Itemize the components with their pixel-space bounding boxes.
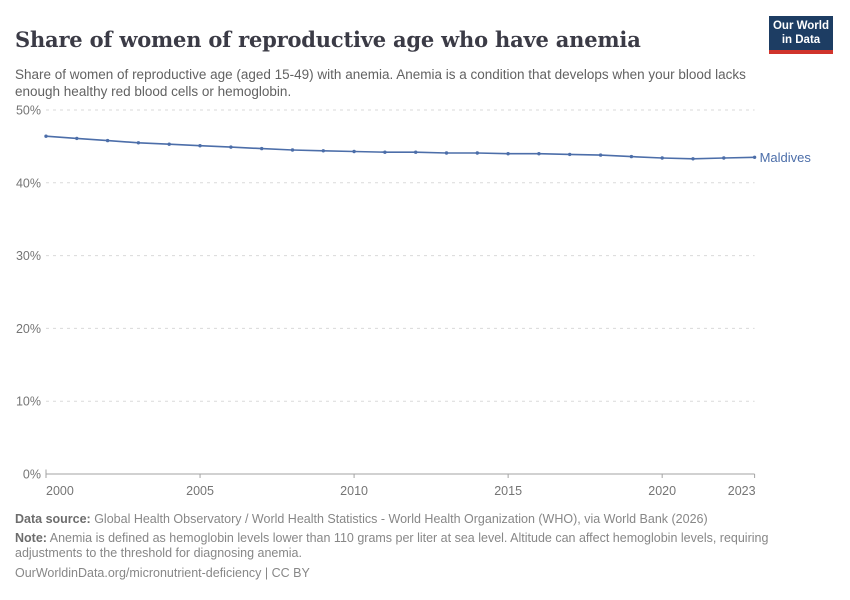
data-point — [383, 150, 387, 154]
data-point — [198, 144, 202, 148]
chart-subtitle: Share of women of reproductive age (aged… — [15, 66, 746, 99]
data-point — [290, 148, 295, 152]
data-point — [722, 156, 726, 160]
x-axis-tick-label: 2020 — [648, 484, 676, 498]
data-point — [321, 149, 325, 153]
data-point — [260, 146, 264, 151]
data-point — [444, 151, 449, 155]
data-source-line: Data source: Global Health Observatory /… — [15, 512, 805, 526]
data-line-maldives — [45, 135, 756, 160]
y-axis-tick-label: 40% — [16, 176, 41, 190]
y-axis-tick-label: 30% — [16, 249, 41, 263]
data-point — [167, 142, 171, 146]
page-title: Share of women of reproductive age who h… — [15, 27, 641, 53]
data-point — [414, 150, 418, 154]
data-source-text: Global Health Observatory / World Health… — [90, 512, 708, 526]
x-axis-tick-label: 2000 — [46, 484, 74, 498]
note-text: Anemia is defined as hemoglobin levels l… — [15, 531, 769, 560]
series-label-maldives: Maldives — [760, 150, 812, 165]
data-point — [475, 151, 479, 155]
owid-logo-line2: in Data — [781, 33, 821, 46]
data-point — [44, 134, 48, 138]
data-point — [506, 152, 510, 156]
data-point — [229, 145, 233, 149]
data-point — [660, 156, 664, 160]
owid-logo: Our World in Data — [769, 16, 833, 54]
y-axis-tick-label: 50% — [16, 104, 41, 118]
note-line: Note: Anemia is defined as hemoglobin le… — [15, 531, 797, 561]
data-point — [568, 152, 572, 157]
x-axis-tick-label: 2023 — [728, 484, 756, 498]
data-point — [75, 136, 79, 141]
data-point — [598, 153, 603, 157]
data-point — [691, 157, 695, 161]
data-point — [105, 138, 110, 143]
x-axis-tick-label: 2010 — [340, 484, 368, 498]
y-axis-tick-label: 0% — [23, 468, 41, 482]
note-label: Note: — [15, 531, 47, 545]
data-source-label: Data source: — [15, 512, 91, 526]
data-point — [752, 155, 757, 159]
data-point — [352, 149, 356, 154]
y-axis-tick-label: 10% — [16, 395, 41, 409]
data-point — [629, 154, 634, 159]
y-axis-tick-label: 20% — [16, 322, 41, 336]
x-axis-tick-label: 2015 — [494, 484, 522, 498]
data-point — [136, 141, 141, 145]
owid-logo-line1: Our World — [772, 20, 829, 32]
data-point — [537, 152, 541, 156]
license-line: OurWorldinData.org/micronutrient-deficie… — [15, 566, 310, 580]
x-axis-tick-label: 2005 — [186, 484, 214, 498]
